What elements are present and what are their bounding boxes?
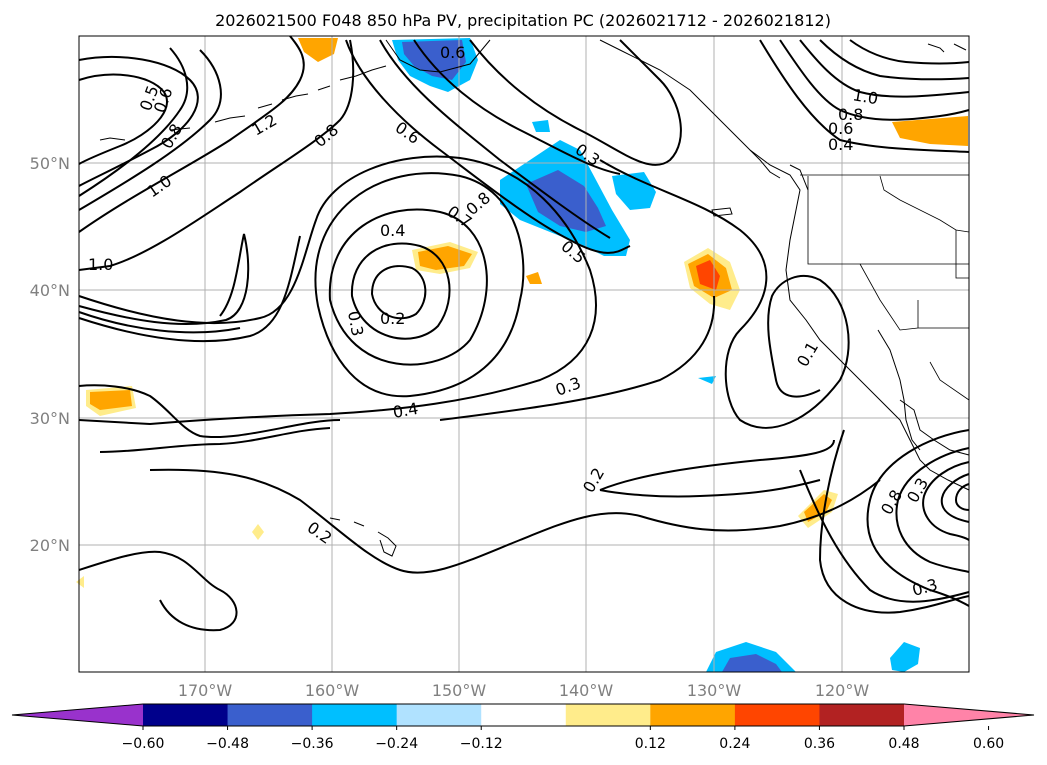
lat-axis: 50°N 40°N 30°N 20°N <box>30 154 70 555</box>
contour-label: 0.6 <box>440 43 465 62</box>
precip-area-negative <box>698 376 716 384</box>
lat-label: 50°N <box>30 154 70 173</box>
contour-label: 0.4 <box>828 135 853 154</box>
colorbar-segment <box>650 704 736 726</box>
pv-contours <box>78 35 970 632</box>
colorbar-segment <box>143 704 229 726</box>
lon-label: 150°W <box>432 681 487 700</box>
lon-axis: 170°W 160°W 150°W 140°W 130°W 120°W <box>178 681 870 700</box>
colorbar-tick-label: 0.36 <box>804 736 835 752</box>
colorbar-tick-label: −0.48 <box>206 736 249 752</box>
precip-area-positive <box>526 272 542 284</box>
contour-label: 0.2 <box>380 309 405 328</box>
colorbar-tick-label: −0.36 <box>291 736 334 752</box>
precip-area-positive <box>252 524 264 540</box>
lat-label: 30°N <box>30 409 70 428</box>
contour-label: 0.4 <box>380 221 405 240</box>
map-frame <box>78 35 970 673</box>
lat-label: 20°N <box>30 536 70 555</box>
lon-label: 120°W <box>815 681 870 700</box>
precip-area-negative <box>532 120 550 132</box>
precip-area-positive <box>76 576 84 588</box>
map-title: 2026021500 F048 850 hPa PV, precipitatio… <box>215 11 831 30</box>
precip-area-negative-strong <box>722 654 782 672</box>
colorbar-tick-label: −0.24 <box>375 736 418 752</box>
lon-label: 140°W <box>559 681 614 700</box>
precip-area-positive <box>90 390 132 410</box>
colorbar: −0.60 −0.48 −0.36 −0.24 −0.12 0.12 0.24 0.36 0.4… <box>11 703 1035 752</box>
colorbar-segment <box>227 704 313 726</box>
colorbar-segment <box>312 704 398 726</box>
contour-label: 0.4 <box>391 399 419 422</box>
precip-area-positive <box>298 38 338 62</box>
colorbar-extend-min <box>12 704 143 726</box>
contour-label: 1.0 <box>88 255 113 274</box>
political-borders <box>800 174 970 401</box>
contour-label: 0.8 <box>838 105 863 124</box>
precip-shading <box>76 38 968 672</box>
colorbar-extend-max <box>904 704 1034 726</box>
lon-label: 170°W <box>178 681 233 700</box>
colorbar-segment <box>734 704 820 726</box>
lon-label: 130°W <box>687 681 742 700</box>
graticule <box>79 36 969 672</box>
colorbar-segment <box>481 704 567 726</box>
colorbar-segment <box>396 704 482 726</box>
colorbar-tick-label: −0.12 <box>460 736 503 752</box>
colorbar-segment <box>565 704 651 726</box>
precip-area-negative-strong <box>402 40 466 80</box>
colorbar-tick-label: 0.60 <box>973 736 1004 752</box>
precip-area-negative <box>612 172 656 210</box>
colorbar-tick-label: −0.60 <box>122 736 165 752</box>
precip-area-positive <box>892 116 968 146</box>
colorbar-tick-label: 0.12 <box>635 736 666 752</box>
colorbar-tick-label: 0.24 <box>719 736 750 752</box>
contour-label: 0.3 <box>344 309 367 337</box>
colorbar-tick-label: 0.48 <box>888 736 919 752</box>
lat-label: 40°N <box>30 281 70 300</box>
colorbar-segment <box>819 704 905 726</box>
lon-label: 160°W <box>305 681 360 700</box>
contour-label: 1.0 <box>851 85 879 108</box>
contour-label: 0.6 <box>828 119 853 138</box>
precip-area-negative <box>890 642 920 672</box>
